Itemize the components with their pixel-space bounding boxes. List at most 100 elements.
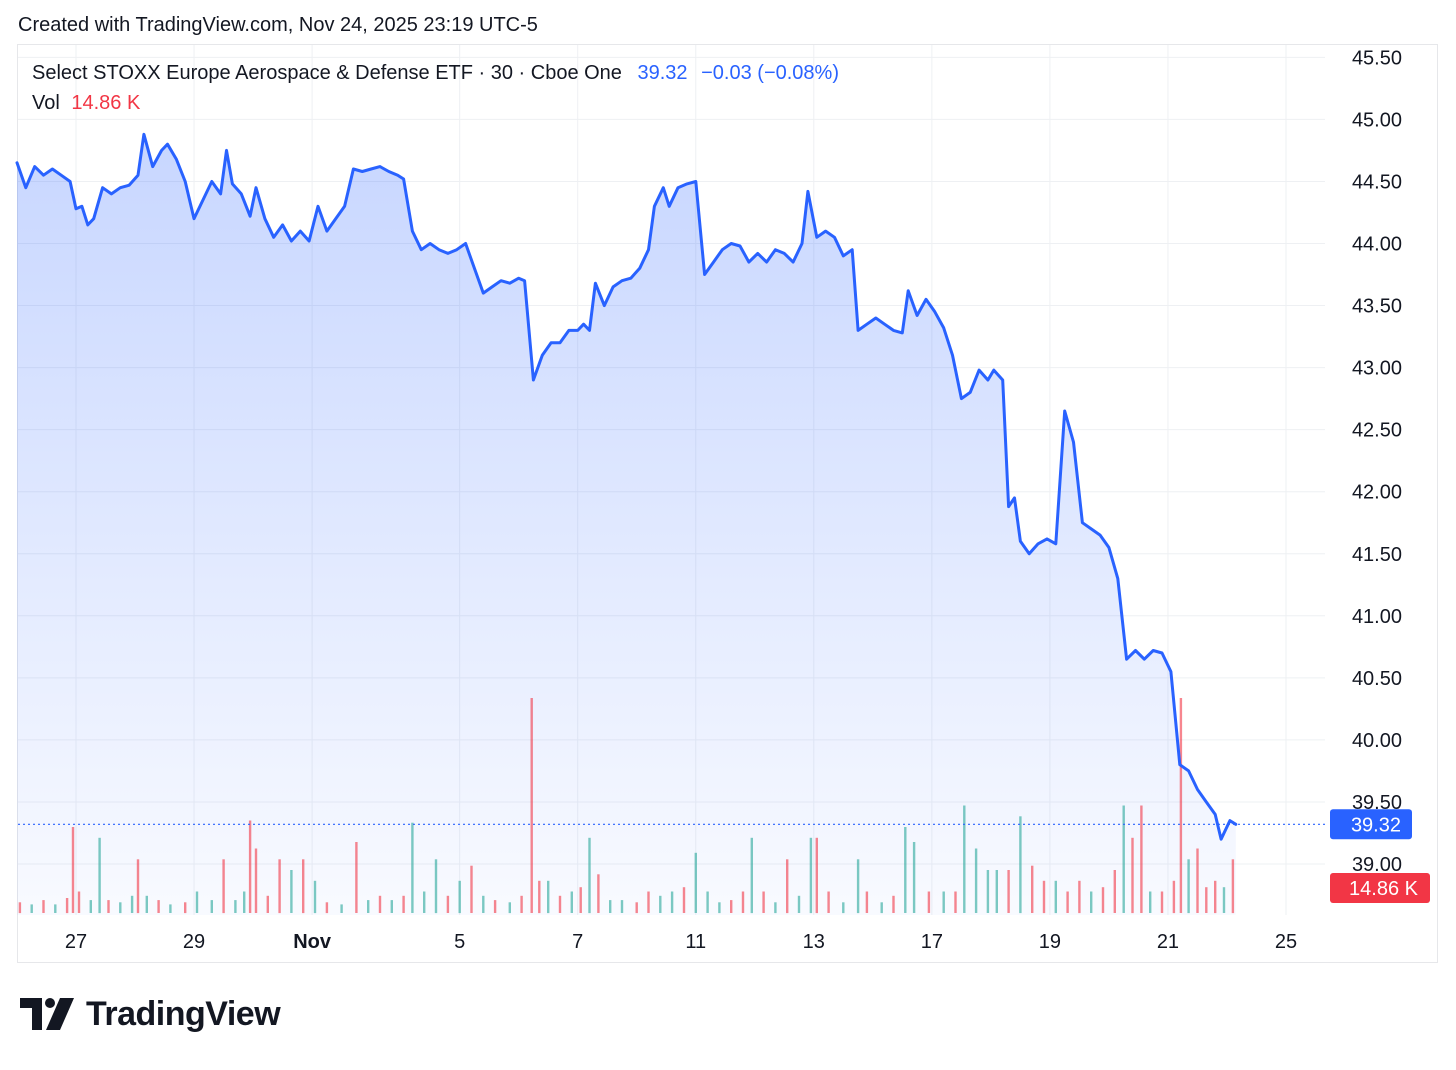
volume-bar xyxy=(243,891,246,913)
volume-bar xyxy=(904,827,907,913)
volume-bar xyxy=(355,842,358,913)
volume-bar xyxy=(579,887,582,913)
volume-bar xyxy=(797,895,801,913)
volume-bar xyxy=(248,820,252,913)
volume-bar xyxy=(570,891,573,913)
volume-bar xyxy=(71,827,75,913)
volume-bar xyxy=(402,895,405,913)
volume-bar xyxy=(482,895,485,913)
volume-bars xyxy=(18,698,1235,914)
volume-bar xyxy=(145,895,148,913)
volume-bar xyxy=(107,900,110,913)
x-tick-label: Nov xyxy=(293,931,332,953)
volume-bar xyxy=(446,895,450,913)
volume-bar xyxy=(266,895,269,913)
volume-bar xyxy=(1187,859,1190,914)
volume-bar xyxy=(42,900,45,913)
volume-bar xyxy=(588,837,591,914)
volume-bar xyxy=(169,904,172,913)
x-tick-label: 17 xyxy=(921,931,943,953)
volume-bar xyxy=(1172,880,1176,914)
x-axis: 27 29 Nov 5 7 11 13 17 19 21 25 xyxy=(65,931,1297,953)
y-tick-label: 43.50 xyxy=(1352,296,1402,318)
volume-bar xyxy=(302,859,305,914)
volume-bar xyxy=(65,898,69,914)
last-price-badge-label: 39.32 xyxy=(1351,814,1401,836)
y-tick-label: 39.00 xyxy=(1352,854,1402,876)
volume-bar xyxy=(184,902,187,914)
volume-bar xyxy=(1122,805,1125,913)
volume-bar xyxy=(18,902,22,914)
x-tick-label: 11 xyxy=(685,931,706,953)
price-area xyxy=(17,134,1236,916)
axis-badges: 39.32 14.86 K xyxy=(1330,809,1430,903)
y-tick-label: 39.50 xyxy=(1352,792,1402,814)
volume-bar xyxy=(1101,887,1105,913)
y-tick-label: 45.00 xyxy=(1352,109,1402,131)
volume-bar xyxy=(1042,880,1046,914)
y-tick-label: 42.00 xyxy=(1352,482,1402,504)
volume-bar xyxy=(609,900,612,913)
legend-price: 39.32 xyxy=(637,62,688,84)
x-tick-label: 29 xyxy=(183,931,205,953)
y-tick-label: 43.00 xyxy=(1352,358,1402,380)
volume-bar xyxy=(730,900,733,913)
volume-bar xyxy=(815,837,818,914)
volume-bar xyxy=(718,902,721,914)
volume-bar xyxy=(1179,698,1183,913)
volume-bar xyxy=(1066,891,1069,913)
volume-bar xyxy=(995,870,998,913)
volume-label: Vol xyxy=(32,92,60,114)
volume-bar xyxy=(856,859,860,914)
y-tick-label: 41.50 xyxy=(1352,544,1402,566)
volume-bar xyxy=(635,902,638,914)
volume-bar xyxy=(786,859,789,914)
y-tick-label: 40.00 xyxy=(1352,730,1402,752)
volume-bar xyxy=(1031,865,1034,913)
volume-bar xyxy=(119,902,122,914)
volume-bar xyxy=(1078,880,1081,914)
volume-bar xyxy=(458,880,461,914)
volume-bar xyxy=(278,859,281,914)
volume-bar xyxy=(942,891,945,913)
volume-bar xyxy=(986,870,990,913)
volume-bar xyxy=(827,891,830,913)
last-price-badge xyxy=(1330,809,1412,840)
volume-bar xyxy=(1019,816,1022,914)
volume-bar xyxy=(136,859,140,914)
volume-bar xyxy=(77,891,81,913)
volume-bar xyxy=(620,900,624,913)
tradingview-wordmark: TradingView xyxy=(86,994,281,1033)
volume-bar xyxy=(1054,880,1057,914)
volume-bar xyxy=(954,891,957,913)
volume-bar xyxy=(597,874,600,913)
volume-bar xyxy=(1149,891,1152,913)
volume-bar xyxy=(647,891,650,913)
tradingview-logo-icon xyxy=(20,998,74,1030)
x-tick-label: 19 xyxy=(1039,931,1061,953)
y-tick-label: 45.50 xyxy=(1352,47,1402,69)
volume-bar xyxy=(367,900,370,913)
volume-bar xyxy=(750,837,753,914)
created-with-text: Created with TradingView.com, Nov 24, 20… xyxy=(18,14,538,36)
price-line xyxy=(15,132,1238,841)
volume-bar xyxy=(670,891,674,913)
y-tick-label: 40.50 xyxy=(1352,668,1402,690)
volume-bar xyxy=(1090,891,1093,913)
tradingview-brand[interactable]: TradingView xyxy=(20,994,281,1034)
volume-bar xyxy=(912,842,916,913)
volume-bar xyxy=(508,902,511,914)
volume-bar xyxy=(340,904,343,913)
price-line-path[interactable] xyxy=(15,132,1238,841)
volume-bar xyxy=(741,891,745,913)
x-tick-label: 25 xyxy=(1275,931,1297,953)
volume-bar xyxy=(974,848,978,913)
volume-bar xyxy=(1205,887,1208,913)
volume-bar xyxy=(682,887,686,913)
volume-bar xyxy=(54,904,57,913)
volume-bar xyxy=(493,900,497,913)
x-tick-label: 13 xyxy=(803,931,825,953)
volume-bar xyxy=(520,895,523,913)
volume-bar xyxy=(1007,870,1010,913)
